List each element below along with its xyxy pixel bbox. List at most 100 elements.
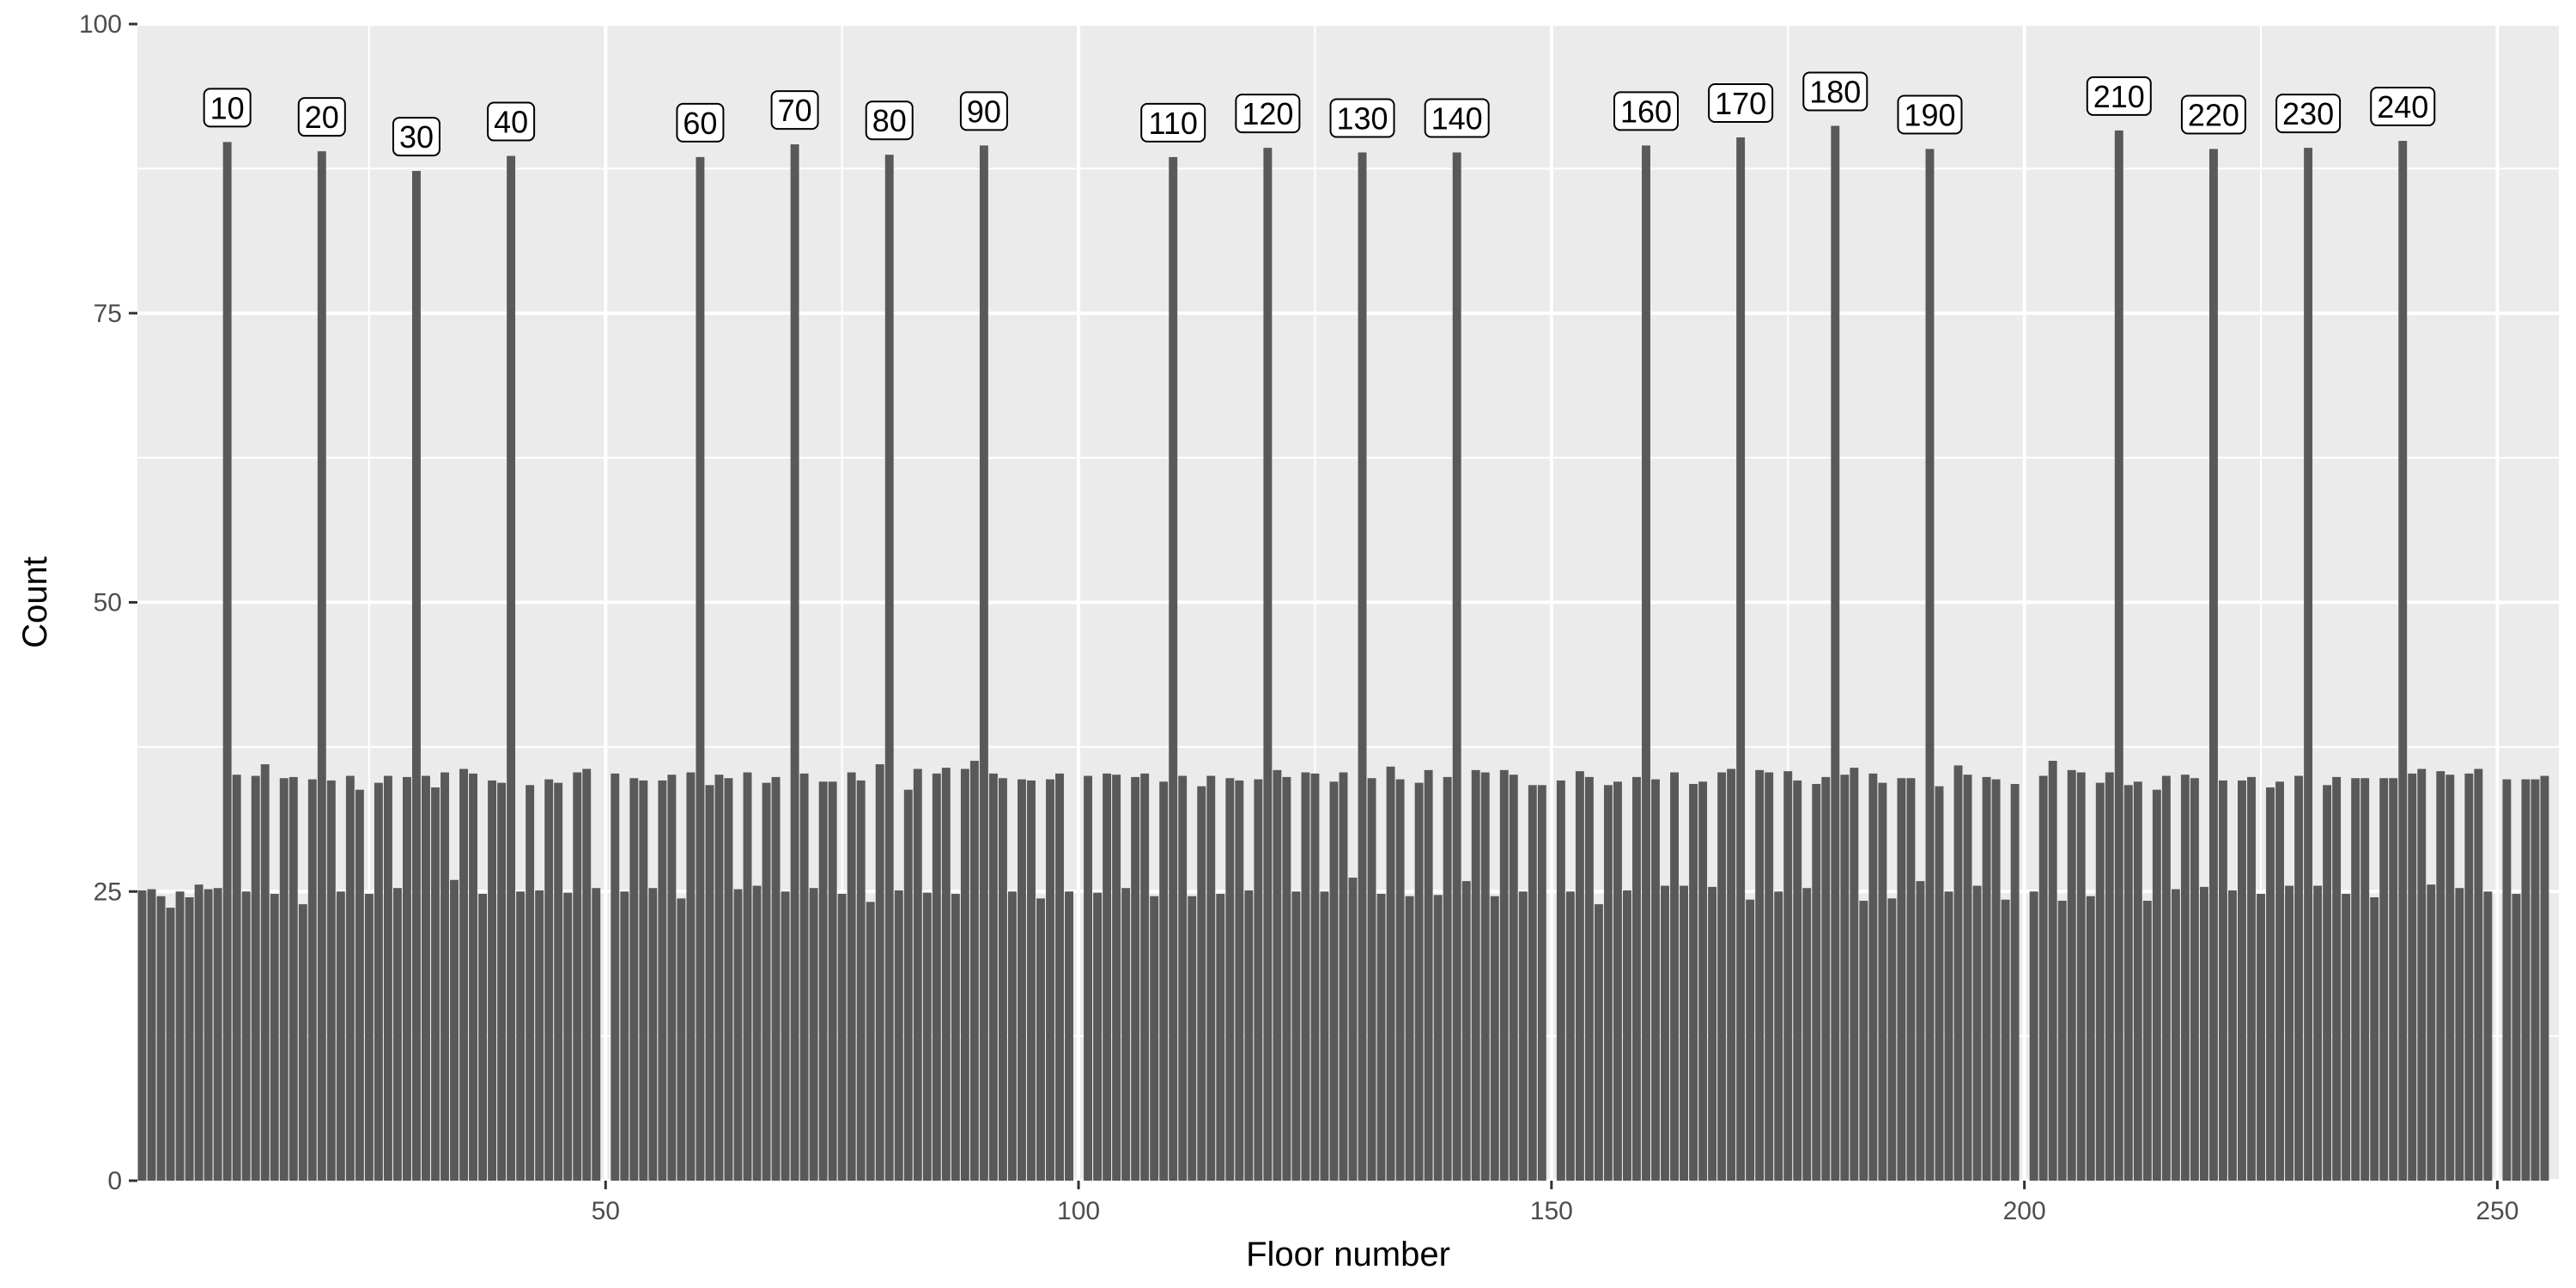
bar-label: 210 bbox=[2086, 76, 2152, 116]
bar bbox=[488, 780, 497, 1181]
bar-label-box bbox=[676, 102, 725, 143]
bar bbox=[1802, 888, 1812, 1181]
y-tick-label: 100 bbox=[79, 10, 122, 39]
bar bbox=[2105, 772, 2114, 1181]
bar bbox=[1689, 783, 1698, 1181]
bar-label-box bbox=[1140, 102, 1206, 143]
bar bbox=[799, 773, 809, 1181]
bar bbox=[2048, 761, 2057, 1181]
bar-label-text: 170 bbox=[1715, 86, 1766, 121]
bar bbox=[2076, 772, 2086, 1181]
bar bbox=[1424, 769, 1433, 1181]
bar bbox=[648, 888, 658, 1181]
bar bbox=[345, 775, 355, 1181]
bar bbox=[677, 898, 686, 1181]
bar-label-text: 110 bbox=[1149, 106, 1198, 141]
bar bbox=[969, 761, 979, 1181]
bar bbox=[1263, 148, 1273, 1181]
bar bbox=[1670, 772, 1679, 1181]
bar-label: 10 bbox=[203, 88, 252, 128]
bar bbox=[251, 775, 260, 1181]
bar bbox=[2389, 778, 2398, 1181]
bar bbox=[582, 769, 592, 1181]
bar bbox=[298, 904, 307, 1181]
bar-label-text: 10 bbox=[210, 90, 245, 125]
bar bbox=[2294, 775, 2304, 1181]
bar bbox=[2436, 771, 2445, 1181]
bar-label-box bbox=[2370, 87, 2436, 127]
bar-label-box bbox=[1802, 71, 1868, 112]
bar-label: 140 bbox=[1424, 98, 1490, 138]
bar bbox=[289, 776, 298, 1181]
x-tick-label: 50 bbox=[592, 1197, 620, 1225]
bar bbox=[2218, 780, 2227, 1181]
bar bbox=[1414, 782, 1424, 1181]
bar bbox=[355, 789, 364, 1181]
bar bbox=[2474, 769, 2483, 1181]
bar bbox=[979, 145, 988, 1181]
bar bbox=[2152, 789, 2161, 1181]
bar bbox=[611, 773, 620, 1181]
bar bbox=[1159, 781, 1169, 1181]
bar bbox=[1537, 785, 1546, 1181]
bar bbox=[686, 772, 696, 1181]
bar-label-text: 70 bbox=[778, 93, 812, 128]
bar bbox=[932, 773, 941, 1181]
bar bbox=[2010, 783, 2020, 1181]
bar bbox=[1717, 772, 1727, 1181]
bar-annotations: 10 20 30 40 60 70 80 90 110 120 130 140 160 170 180 190… bbox=[203, 71, 2436, 157]
bar bbox=[1623, 890, 1631, 1181]
bar bbox=[1273, 769, 1282, 1181]
bar bbox=[156, 896, 166, 1181]
bar-label-text: 40 bbox=[494, 105, 528, 140]
bar bbox=[1774, 891, 1783, 1181]
bar bbox=[1367, 778, 1376, 1181]
bar-label-text: 60 bbox=[683, 106, 717, 141]
bar bbox=[1103, 773, 1112, 1181]
bar bbox=[1944, 891, 1953, 1181]
bar bbox=[1480, 772, 1490, 1181]
bar bbox=[1698, 781, 1708, 1181]
bar bbox=[1140, 773, 1150, 1181]
bar bbox=[374, 782, 383, 1181]
bar bbox=[1490, 896, 1499, 1181]
bar bbox=[1007, 891, 1017, 1181]
bar bbox=[1878, 782, 1887, 1181]
bar bbox=[1395, 779, 1405, 1181]
bar bbox=[2360, 778, 2370, 1181]
bar bbox=[2142, 901, 2152, 1181]
bar bbox=[1765, 772, 1774, 1181]
bar-label-text: 190 bbox=[1904, 97, 1955, 132]
bar bbox=[1244, 890, 1254, 1181]
bar bbox=[1150, 896, 1159, 1181]
bar bbox=[1027, 780, 1036, 1181]
bar bbox=[988, 773, 998, 1181]
bar bbox=[2086, 896, 2095, 1181]
bar bbox=[2332, 776, 2342, 1181]
bar bbox=[194, 884, 204, 1181]
bar-label: 120 bbox=[1235, 94, 1301, 134]
bar bbox=[1528, 785, 1537, 1181]
bar bbox=[2512, 893, 2521, 1181]
bar-label-text: 90 bbox=[967, 94, 1001, 129]
bar bbox=[1348, 878, 1358, 1181]
bar bbox=[279, 778, 289, 1181]
bar bbox=[2521, 779, 2530, 1181]
bar bbox=[2540, 775, 2549, 1181]
bar bbox=[1188, 896, 1197, 1181]
bar bbox=[1339, 772, 1348, 1181]
bar bbox=[960, 769, 969, 1181]
bar bbox=[818, 781, 828, 1181]
bar bbox=[2464, 773, 2474, 1181]
bar bbox=[743, 772, 752, 1181]
bar bbox=[2123, 785, 2133, 1181]
bar bbox=[1783, 771, 1793, 1181]
bar bbox=[903, 789, 913, 1181]
bar-label-text: 30 bbox=[399, 119, 434, 155]
bar bbox=[431, 787, 440, 1181]
y-axis-title: Count bbox=[16, 556, 54, 648]
x-tick-label: 100 bbox=[1057, 1197, 1100, 1225]
bar bbox=[1055, 773, 1064, 1181]
bar bbox=[1906, 778, 1916, 1181]
bar bbox=[1254, 779, 1263, 1181]
